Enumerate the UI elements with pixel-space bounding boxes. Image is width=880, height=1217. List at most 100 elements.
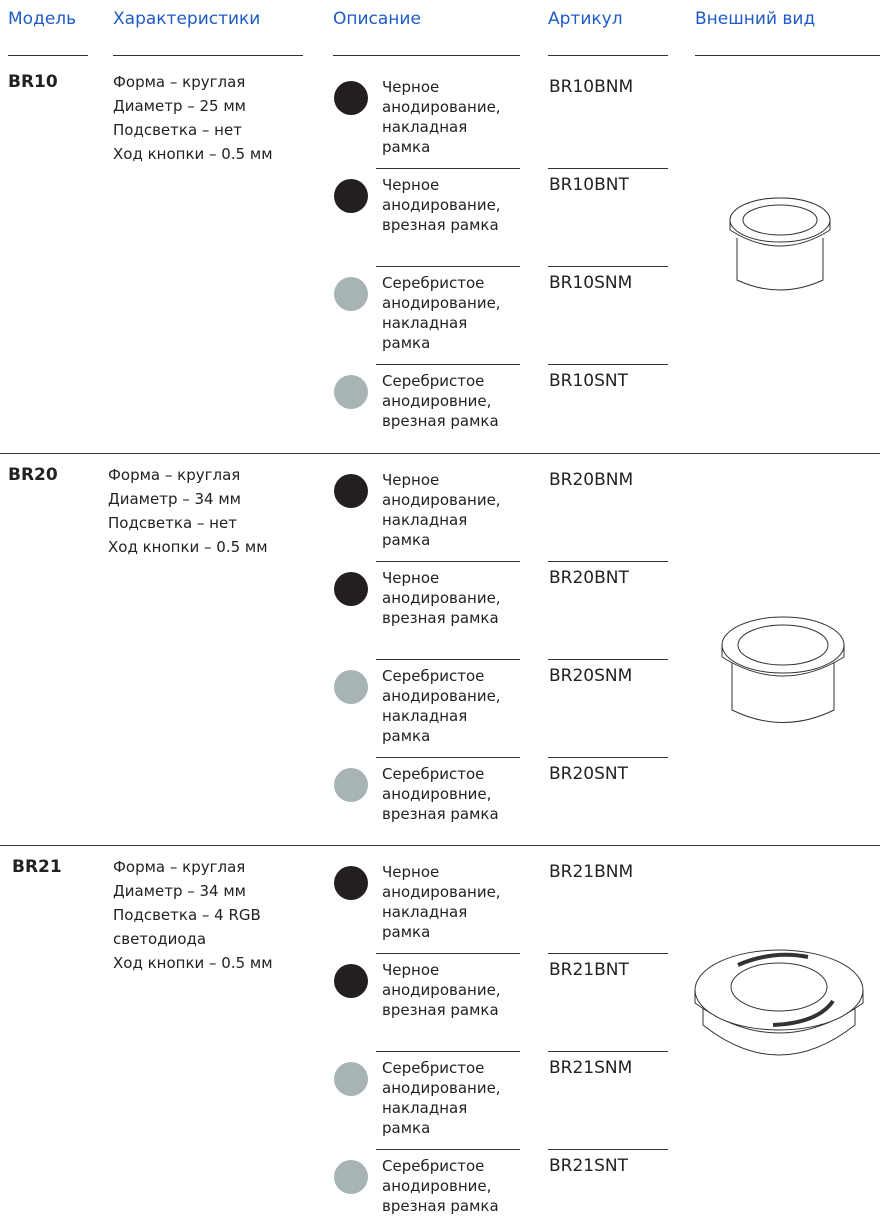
description-line: анодирование, [382, 883, 501, 901]
spec-item: Подсветка – нет [113, 121, 242, 139]
description-line: анодировние, [382, 785, 492, 803]
spec-item: Подсветка – нет [108, 514, 237, 532]
header-rule [695, 55, 880, 56]
product-image [721, 616, 845, 723]
row-rule [548, 561, 668, 562]
column-header: Модель [8, 9, 77, 29]
color-swatch [334, 474, 368, 508]
description-line: рамка [382, 334, 431, 352]
column-header: Характеристики [113, 9, 261, 29]
description: Черное анодирование, накладная рамка [382, 470, 501, 550]
row-rule [376, 1149, 520, 1150]
section-rule [0, 845, 880, 846]
specs: Форма – круглая Диаметр – 34 мм Подсветка … [108, 463, 303, 559]
row-rule [548, 266, 668, 267]
description-line: анодирование, [382, 1079, 501, 1097]
description-line: накладная [382, 903, 468, 921]
description-line: Черное [382, 863, 440, 881]
article: BR20BNT [549, 568, 629, 588]
spec-item: Диаметр – 25 мм [113, 97, 246, 115]
article: BR20SNM [549, 666, 633, 686]
row-rule [548, 953, 668, 954]
row-rule [376, 659, 520, 660]
description-line: Черное [382, 961, 440, 979]
article: BR10SNT [549, 371, 628, 391]
spec-item: Форма – круглая [113, 73, 246, 91]
description-line: Черное [382, 471, 440, 489]
article: BR20BNM [549, 470, 634, 490]
description-line: анодировние, [382, 392, 492, 410]
color-swatch [334, 375, 368, 409]
description-line: Серебристое [382, 667, 485, 685]
color-swatch [334, 670, 368, 704]
description: Черное анодирование, врезная рамка [382, 175, 501, 235]
description-line: врезная рамка [382, 1197, 499, 1215]
color-swatch [334, 179, 368, 213]
article: BR10BNT [549, 175, 629, 195]
row-rule [548, 364, 668, 365]
color-swatch [334, 866, 368, 900]
article: BR21SNM [549, 1058, 633, 1078]
description-line: врезная рамка [382, 216, 499, 234]
spec-item: Диаметр – 34 мм [113, 882, 246, 900]
description-line: анодировние, [382, 1177, 492, 1195]
row-rule [376, 757, 520, 758]
description: Серебристое анодирование, накладная рамка [382, 273, 501, 353]
row-rule [548, 168, 668, 169]
description: Серебристое анодировние, врезная рамка [382, 371, 499, 431]
header-rule [548, 55, 668, 56]
section-rule [0, 453, 880, 454]
column-header: Описание [333, 9, 421, 29]
color-swatch [334, 964, 368, 998]
description: Черное анодирование, врезная рамка [382, 960, 501, 1020]
article: BR10SNM [549, 273, 633, 293]
row-rule [376, 1051, 520, 1052]
description-line: рамка [382, 138, 431, 156]
description: Серебристое анодировние, врезная рамка [382, 764, 499, 824]
model-name: BR20 [8, 465, 58, 485]
description: Серебристое анодирование, накладная рамка [382, 1058, 501, 1138]
description-line: Черное [382, 176, 440, 194]
spec-item: Форма – круглая [113, 858, 246, 876]
description-line: Серебристое [382, 372, 485, 390]
description-line: врезная рамка [382, 805, 499, 823]
description: Черное анодирование, накладная рамка [382, 77, 501, 157]
description: Черное анодирование, врезная рамка [382, 568, 501, 628]
description-line: врезная рамка [382, 609, 499, 627]
article: BR10BNM [549, 77, 634, 97]
row-rule [376, 953, 520, 954]
product-image [694, 949, 864, 1056]
color-swatch [334, 768, 368, 802]
description-line: Черное [382, 78, 440, 96]
description-line: накладная [382, 707, 468, 725]
description-line: рамка [382, 727, 431, 745]
description-line: Серебристое [382, 1059, 485, 1077]
description: Серебристое анодирование, накладная рамка [382, 666, 501, 746]
description-line: рамка [382, 923, 431, 941]
color-swatch [334, 81, 368, 115]
color-swatch [334, 1062, 368, 1096]
description-line: Серебристое [382, 765, 485, 783]
description-line: Серебристое [382, 1157, 485, 1175]
description-line: накладная [382, 314, 468, 332]
description-line: анодирование, [382, 981, 501, 999]
description-line: врезная рамка [382, 412, 499, 430]
color-swatch [334, 1160, 368, 1194]
specs: Форма – круглая Диаметр – 34 мм Подсветка … [113, 855, 308, 975]
description-line: накладная [382, 1099, 468, 1117]
specs: Форма – круглая Диаметр – 25 мм Подсветка … [113, 70, 308, 166]
spec-item: Форма – круглая [108, 466, 241, 484]
spec-item: Ход кнопки – 0.5 мм [113, 954, 273, 972]
row-rule [376, 168, 520, 169]
spec-item: Подсветка – 4 RGB светодиода [113, 906, 261, 948]
description-line: рамка [382, 1119, 431, 1137]
description-line: анодирование, [382, 491, 501, 509]
header-rule [333, 55, 520, 56]
description-line: анодирование, [382, 196, 501, 214]
description-line: анодирование, [382, 589, 501, 607]
description-line: рамка [382, 531, 431, 549]
description: Серебристое анодировние, врезная рамка [382, 1156, 499, 1216]
spec-item: Диаметр – 34 мм [108, 490, 241, 508]
row-rule [376, 266, 520, 267]
